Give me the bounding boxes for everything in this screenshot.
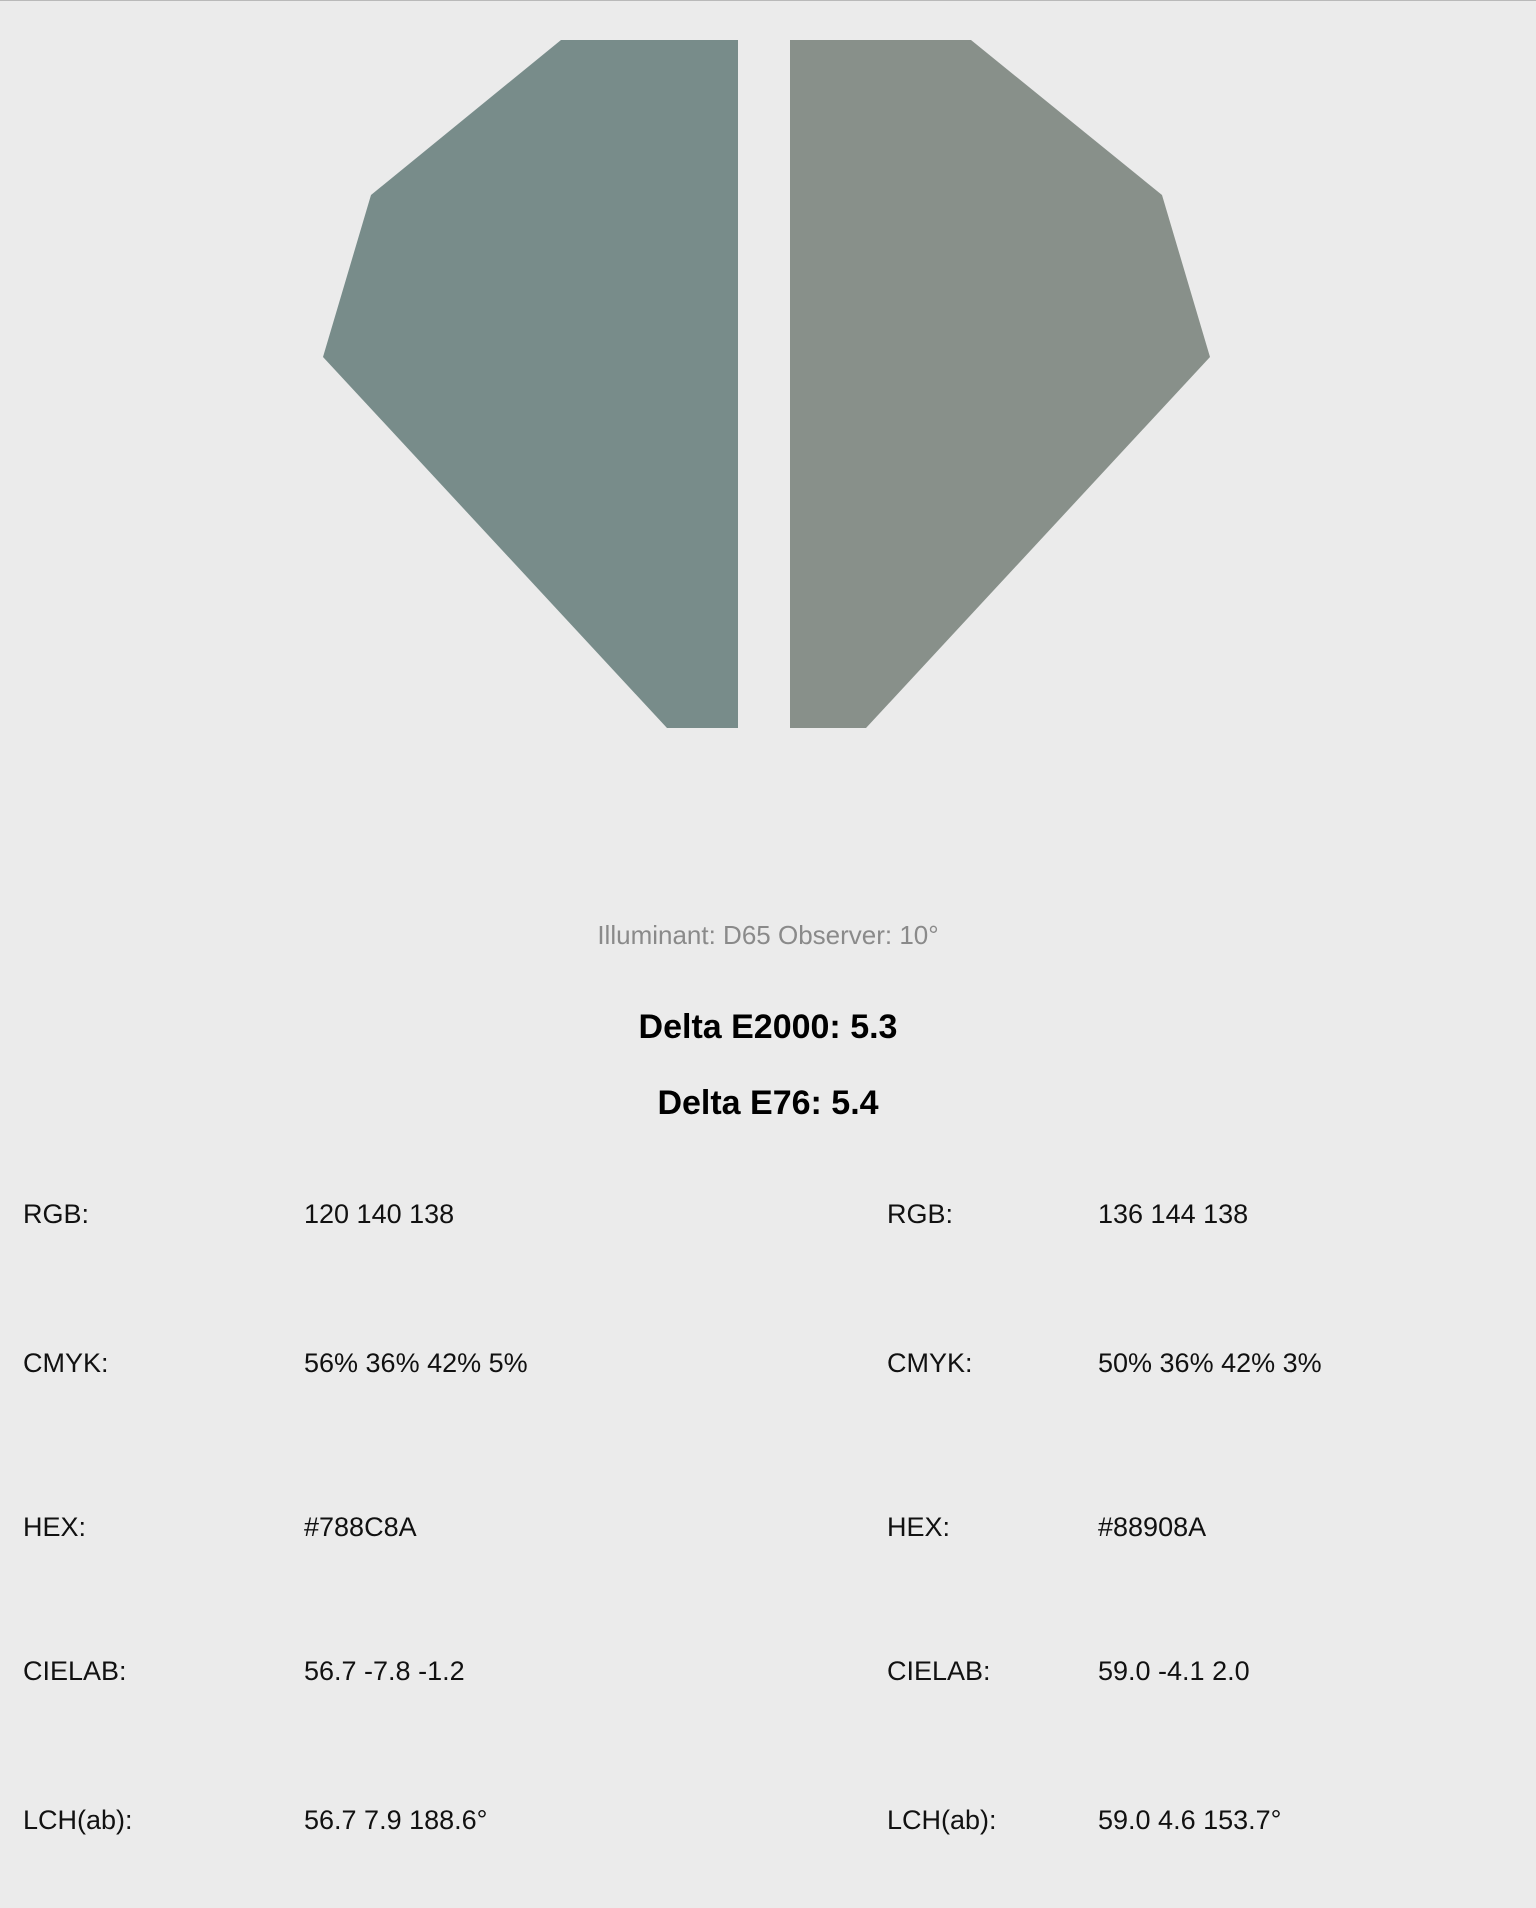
left-rgb-label: RGB: xyxy=(23,1199,90,1229)
left-hex-label: HEX: xyxy=(23,1512,87,1542)
left-cielab-value: 56.7 -7.8 -1.2 xyxy=(304,1656,465,1686)
left-rgb-value: 120 140 138 xyxy=(304,1199,455,1229)
right-cielab-value: 59.0 -4.1 2.0 xyxy=(1098,1656,1250,1686)
left-hex-value: #788C8A xyxy=(304,1512,417,1542)
right-cielab-label: CIELAB: xyxy=(887,1656,991,1686)
left-cmyk-value: 56% 36% 42% 5% xyxy=(304,1348,528,1378)
left-lch-label: LCH(ab): xyxy=(23,1805,133,1835)
left-lch-value: 56.7 7.9 188.6° xyxy=(304,1805,488,1835)
right-cmyk-value: 50% 36% 42% 3% xyxy=(1098,1348,1322,1378)
left-cielab-label: CIELAB: xyxy=(23,1656,127,1686)
top-border xyxy=(0,0,1536,1)
delta-e2000-value: Delta E2000: 5.3 xyxy=(638,1008,898,1046)
right-lch-value: 59.0 4.6 153.7° xyxy=(1098,1805,1282,1835)
right-rgb-value: 136 144 138 xyxy=(1098,1199,1249,1229)
illuminant-observer-text: Illuminant: D65 Observer: 10° xyxy=(597,920,939,950)
right-lch-label: LCH(ab): xyxy=(887,1805,997,1835)
right-hex-label: HEX: xyxy=(887,1512,951,1542)
left-color-swatch xyxy=(323,40,738,728)
right-hex-value: #88908A xyxy=(1098,1512,1207,1542)
right-rgb-label: RGB: xyxy=(887,1199,954,1229)
left-cmyk-label: CMYK: xyxy=(23,1348,109,1378)
right-cmyk-label: CMYK: xyxy=(887,1348,973,1378)
right-color-swatch xyxy=(790,40,1210,728)
delta-e76-value: Delta E76: 5.4 xyxy=(657,1084,879,1122)
color-comparison-graphic xyxy=(323,40,1210,728)
